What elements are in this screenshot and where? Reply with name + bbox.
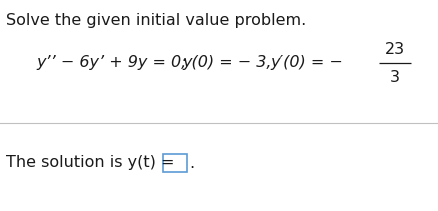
Text: .: . xyxy=(189,156,194,170)
Bar xyxy=(163,154,187,172)
Text: 23: 23 xyxy=(385,42,405,57)
Text: y(0) = − 3,: y(0) = − 3, xyxy=(182,55,272,70)
Text: The solution is y(t) =: The solution is y(t) = xyxy=(6,156,180,170)
Text: y′(0) = −: y′(0) = − xyxy=(270,55,343,70)
Text: Solve the given initial value problem.: Solve the given initial value problem. xyxy=(6,13,306,28)
Text: y’’ − 6y’ + 9y = 0;: y’’ − 6y’ + 9y = 0; xyxy=(36,55,187,70)
Text: 3: 3 xyxy=(390,69,400,84)
